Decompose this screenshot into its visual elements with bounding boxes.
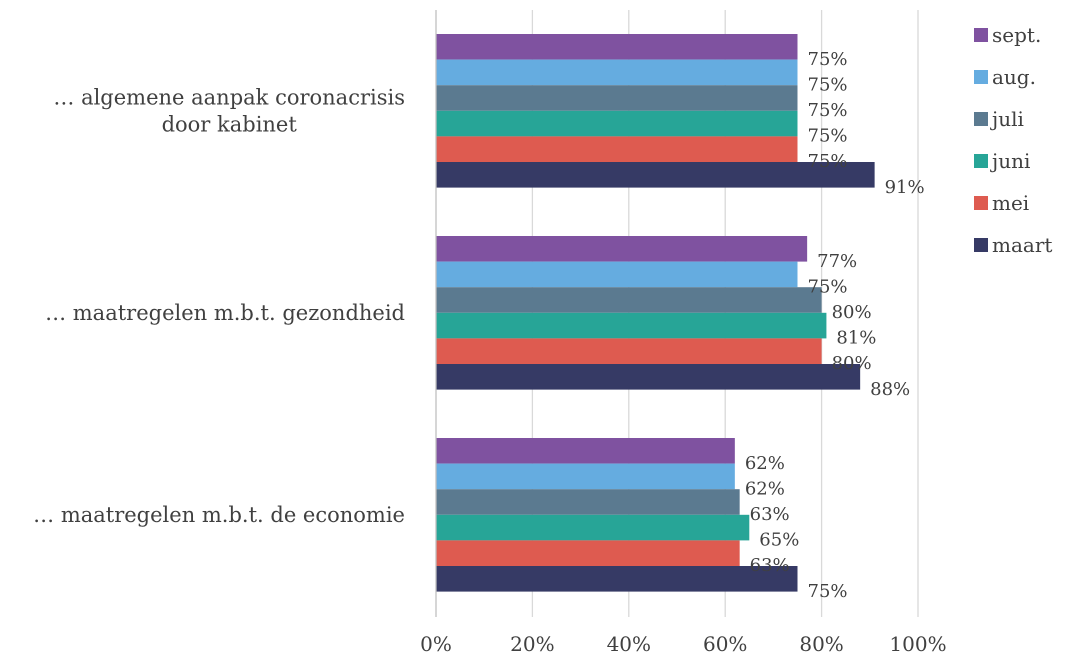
data-label: 80% bbox=[832, 353, 872, 374]
legend-label: sept. bbox=[992, 23, 1041, 47]
data-label: 75% bbox=[808, 581, 848, 602]
legend-label: mei bbox=[992, 191, 1029, 215]
legend-swatch bbox=[974, 28, 988, 42]
x-tick-label: 0% bbox=[420, 632, 452, 656]
bar bbox=[436, 162, 875, 188]
legend-swatch bbox=[974, 112, 988, 126]
bar bbox=[436, 261, 798, 288]
legend-item: maart bbox=[974, 233, 1052, 257]
data-label: 63% bbox=[750, 555, 790, 576]
bar bbox=[436, 236, 808, 262]
bar bbox=[436, 110, 798, 137]
data-labels: 75% 75% 75% 75% 75% 91% 77% 75% 80% 81% 80% 88% 62% 6… bbox=[745, 49, 925, 602]
data-label: 75% bbox=[808, 49, 848, 70]
bar bbox=[436, 59, 798, 86]
data-label: 75% bbox=[808, 276, 848, 297]
legend-swatch bbox=[974, 238, 988, 252]
category-label: … algemene aanpak coronacrisis door kabin… bbox=[53, 85, 405, 136]
data-label: 65% bbox=[759, 530, 799, 551]
data-label: 75% bbox=[808, 126, 848, 147]
data-label: 91% bbox=[885, 177, 925, 198]
data-label: 75% bbox=[808, 100, 848, 121]
legend-label: maart bbox=[992, 233, 1052, 257]
x-tick-label: 60% bbox=[703, 632, 747, 656]
bar bbox=[436, 540, 740, 566]
legend-label: juni bbox=[990, 149, 1030, 173]
bar bbox=[436, 566, 798, 592]
legend-item: juli bbox=[974, 107, 1024, 131]
legend-item: juni bbox=[974, 149, 1030, 173]
legend-swatch bbox=[974, 154, 988, 168]
x-tick-label: 20% bbox=[510, 632, 554, 656]
legend-item: mei bbox=[974, 191, 1029, 215]
bar bbox=[436, 514, 750, 541]
bar bbox=[436, 438, 735, 464]
x-tick-label: 40% bbox=[607, 632, 651, 656]
bar bbox=[436, 136, 798, 162]
bar bbox=[436, 489, 740, 515]
data-label: 63% bbox=[750, 504, 790, 525]
legend-item: sept. bbox=[974, 23, 1041, 47]
data-label: 88% bbox=[870, 379, 910, 400]
bar bbox=[436, 463, 735, 490]
data-label: 75% bbox=[808, 74, 848, 95]
bar bbox=[436, 85, 798, 111]
bar bbox=[436, 34, 798, 60]
bar bbox=[436, 364, 861, 390]
category-label: … maatregelen m.b.t. de economie bbox=[33, 503, 405, 527]
data-label: 62% bbox=[745, 453, 785, 474]
data-label: 62% bbox=[745, 478, 785, 499]
bar bbox=[436, 312, 827, 339]
x-tick-label: 80% bbox=[799, 632, 843, 656]
bars bbox=[436, 34, 875, 592]
data-label: 80% bbox=[832, 302, 872, 323]
legend-label: juli bbox=[990, 107, 1024, 131]
data-label: 81% bbox=[836, 328, 876, 349]
axes: 0% 20% 40% 60% 80% 100% … algemene aanpak coro… bbox=[33, 10, 947, 656]
bar bbox=[436, 287, 822, 313]
data-label: 75% bbox=[808, 151, 848, 172]
legend-swatch bbox=[974, 196, 988, 210]
legend-swatch bbox=[974, 70, 988, 84]
x-tick-label: 100% bbox=[889, 632, 946, 656]
category-label: … maatregelen m.b.t. gezondheid bbox=[45, 301, 405, 325]
legend-item: aug. bbox=[974, 65, 1036, 89]
bar bbox=[436, 338, 822, 364]
legend: sept. aug. juli juni mei maart bbox=[974, 23, 1052, 257]
legend-label: aug. bbox=[992, 65, 1036, 89]
data-label: 77% bbox=[817, 251, 857, 272]
